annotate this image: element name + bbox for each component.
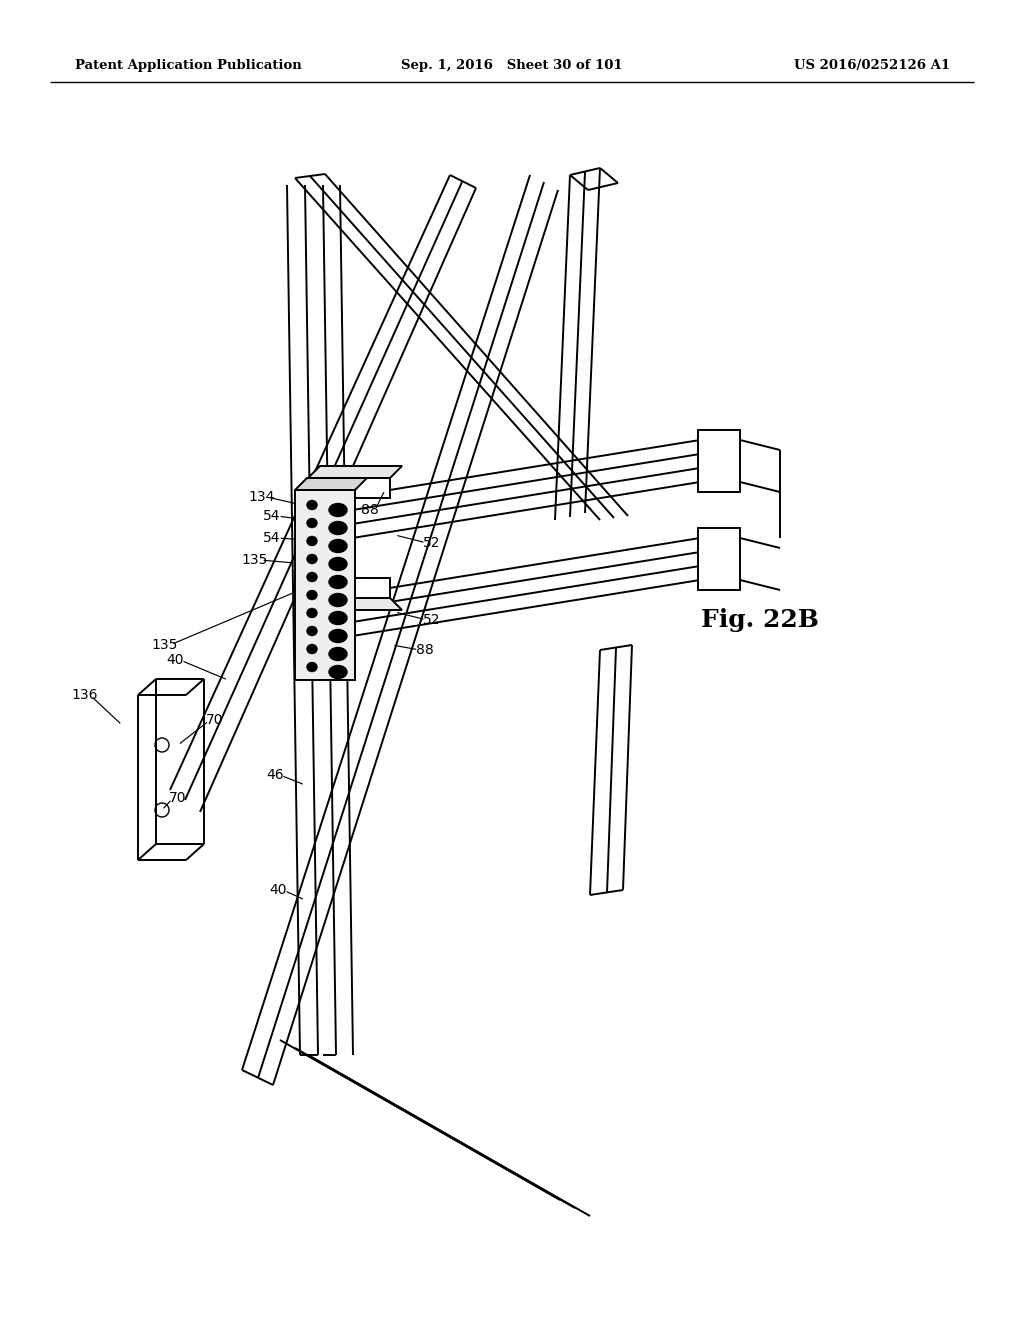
Ellipse shape [329,630,347,643]
Text: 70: 70 [169,791,186,805]
Polygon shape [308,598,402,610]
Text: 40: 40 [269,883,287,898]
Ellipse shape [307,644,317,653]
Text: 135: 135 [152,638,178,652]
Text: 46: 46 [266,768,284,781]
Ellipse shape [307,627,317,635]
Ellipse shape [307,500,317,510]
Text: 54: 54 [263,531,281,545]
Ellipse shape [307,536,317,545]
Ellipse shape [329,648,347,660]
Ellipse shape [307,554,317,564]
Ellipse shape [329,521,347,535]
Ellipse shape [329,540,347,553]
Ellipse shape [329,557,347,570]
Ellipse shape [329,665,347,678]
Ellipse shape [329,576,347,589]
Ellipse shape [307,573,317,582]
Ellipse shape [307,609,317,618]
Polygon shape [308,466,402,478]
Text: 40: 40 [166,653,183,667]
Text: 52: 52 [423,536,440,550]
Text: Patent Application Publication: Patent Application Publication [75,58,302,71]
Text: Fig. 22B: Fig. 22B [701,609,819,632]
Text: Sep. 1, 2016   Sheet 30 of 101: Sep. 1, 2016 Sheet 30 of 101 [401,58,623,71]
Text: 52: 52 [423,612,440,627]
Text: 88: 88 [361,503,379,517]
Ellipse shape [329,594,347,606]
Text: 135: 135 [242,553,268,568]
Polygon shape [295,490,355,680]
Polygon shape [698,430,740,492]
Ellipse shape [329,503,347,516]
Polygon shape [308,478,390,498]
Ellipse shape [307,663,317,672]
Ellipse shape [307,590,317,599]
Text: US 2016/0252126 A1: US 2016/0252126 A1 [794,58,950,71]
Text: 136: 136 [72,688,98,702]
Ellipse shape [329,611,347,624]
Text: 54: 54 [263,510,281,523]
Text: 70: 70 [206,713,224,727]
Text: 134: 134 [249,490,275,504]
Text: 88: 88 [416,643,434,657]
Polygon shape [295,478,367,490]
Ellipse shape [307,519,317,528]
Polygon shape [698,528,740,590]
Polygon shape [308,578,390,598]
